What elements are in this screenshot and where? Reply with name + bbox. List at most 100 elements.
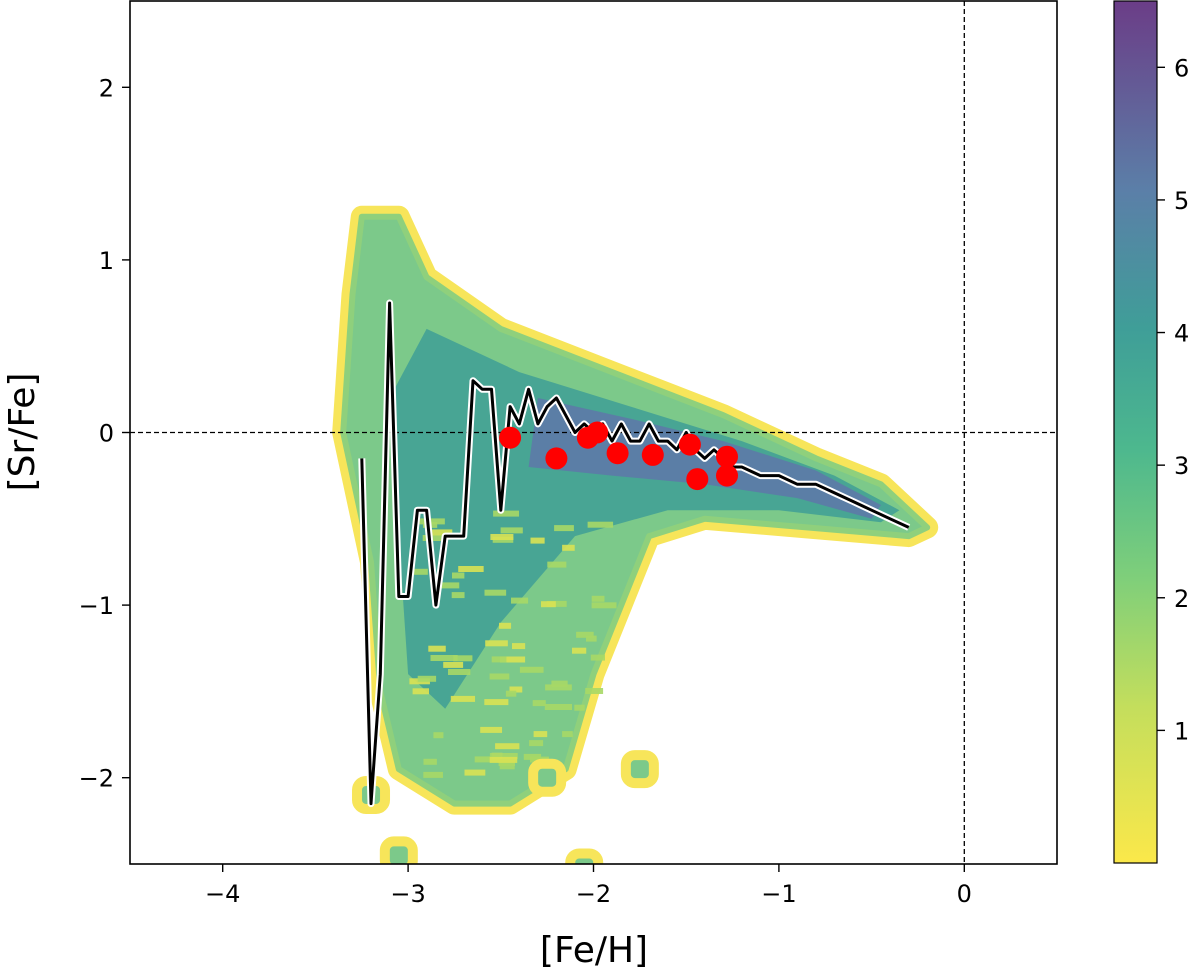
density-speckle <box>458 566 484 572</box>
density-patch <box>528 758 567 797</box>
density-speckle <box>591 595 605 602</box>
density-speckle <box>430 655 458 661</box>
data-point <box>545 447 568 470</box>
density-speckle <box>452 572 465 579</box>
colorbar-tick-label: 2 <box>1174 585 1189 613</box>
density-speckle <box>547 561 567 568</box>
density-speckle <box>464 769 486 776</box>
data-point <box>586 421 609 444</box>
density-speckle <box>448 669 471 675</box>
density-speckle <box>453 655 473 662</box>
density-speckle <box>428 645 446 652</box>
density-speckle <box>417 675 437 682</box>
density-speckle <box>574 704 585 711</box>
density-speckle <box>422 535 444 541</box>
density-speckle <box>523 753 542 760</box>
density-speckle <box>512 643 526 650</box>
density-speckle <box>491 656 507 663</box>
density-speckle <box>551 680 568 687</box>
density-speckle <box>489 756 518 763</box>
density-speckle <box>489 753 518 759</box>
density-speckle <box>541 601 556 608</box>
density-speckle <box>533 731 548 738</box>
density-speckle <box>409 568 428 575</box>
y-axis: −2 −1 0 1 2 <box>79 74 130 793</box>
density-speckle <box>544 704 573 710</box>
density-speckle <box>505 690 517 697</box>
density-patch <box>379 836 418 864</box>
colorbar-tick-label: 3 <box>1174 452 1189 480</box>
x-axis: −4 −3 −2 −1 0 <box>205 864 972 908</box>
colorbar-tick-label: 1 <box>1174 717 1189 745</box>
density-speckle <box>423 771 443 778</box>
x-tick-label: −4 <box>205 880 240 908</box>
data-point <box>678 433 701 456</box>
x-tick-label: 0 <box>957 880 972 908</box>
density-patch <box>565 848 604 864</box>
y-tick-label: −1 <box>79 592 114 620</box>
y-tick-label: −2 <box>79 765 114 793</box>
density-speckle <box>554 525 574 532</box>
density-speckle <box>430 529 453 536</box>
density-speckle <box>519 666 544 673</box>
density-speckle <box>489 673 510 680</box>
density-speckle <box>572 647 587 654</box>
density-speckle <box>500 527 523 534</box>
y-tick-label: 0 <box>99 420 114 448</box>
data-point <box>499 426 522 449</box>
y-tick-label: 2 <box>99 74 114 102</box>
density-speckle <box>499 622 512 629</box>
density-speckle <box>498 760 516 766</box>
plot-area: −4 −3 −2 −1 0 −2 −1 0 1 2 [Fe/H] [Sr/Fe] <box>2 0 1058 971</box>
x-tick-label: −3 <box>390 880 425 908</box>
density-speckle <box>532 700 546 707</box>
density-patch <box>620 750 659 789</box>
density-speckle <box>590 654 605 661</box>
density-speckle <box>495 743 520 750</box>
density-speckle <box>500 656 526 663</box>
colorbar: 1 2 3 4 5 6 <box>1113 0 1189 864</box>
colorbar-tick-label: 5 <box>1174 187 1189 215</box>
density-speckle <box>509 686 523 693</box>
density-speckle <box>499 763 515 770</box>
density-speckle <box>562 544 575 551</box>
data-point <box>641 443 664 466</box>
y-axis-label: [Sr/Fe] <box>2 373 43 492</box>
density-speckle <box>591 602 617 609</box>
density-speckle <box>529 740 544 747</box>
density-speckle <box>585 688 604 694</box>
density-speckle <box>546 600 567 607</box>
x-axis-label: [Fe/H] <box>540 930 648 971</box>
density-speckle <box>412 688 430 695</box>
density-speckle <box>480 726 503 733</box>
y-tick-label: 1 <box>99 247 114 275</box>
density-speckle <box>443 661 464 668</box>
density-speckle <box>484 699 509 706</box>
density-speckle <box>586 635 597 642</box>
density-speckle <box>493 510 520 517</box>
density-speckle <box>576 631 594 638</box>
density-speckle <box>474 756 501 763</box>
density-speckle <box>484 589 507 596</box>
density-speckle <box>485 640 508 647</box>
density-speckle <box>450 695 476 702</box>
colorbar-gradient <box>1113 0 1158 864</box>
density-speckle <box>436 582 460 589</box>
density-speckle <box>433 732 444 739</box>
density-speckle <box>451 592 465 599</box>
density-speckle <box>530 537 545 544</box>
density-speckle <box>545 684 572 691</box>
x-tick-label: −2 <box>576 880 611 908</box>
density-speckle <box>587 521 614 528</box>
density-speckle <box>490 534 514 540</box>
density-speckle <box>562 731 573 738</box>
colorbar-tick-label: 4 <box>1174 320 1189 348</box>
data-point <box>606 442 629 465</box>
data-point <box>716 445 738 468</box>
data-point <box>716 464 738 487</box>
density-speckle <box>423 758 437 765</box>
density-speckle <box>511 597 529 604</box>
colorbar-tick-label: 6 <box>1174 54 1189 82</box>
data-point <box>686 468 709 491</box>
